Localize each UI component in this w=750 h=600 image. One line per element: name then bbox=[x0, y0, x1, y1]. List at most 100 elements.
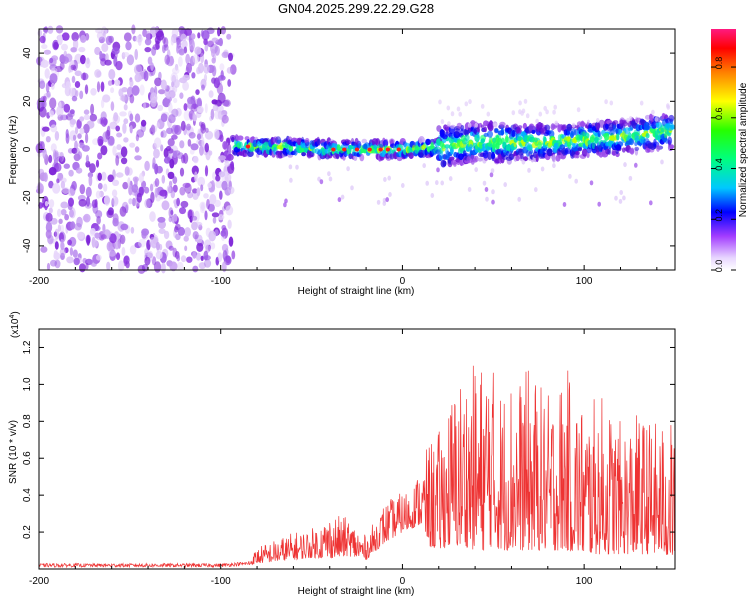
noise-blob bbox=[203, 250, 209, 261]
noise-blob bbox=[175, 233, 181, 241]
signal-blob bbox=[442, 134, 448, 140]
noise-blob bbox=[85, 262, 89, 270]
noise-blob bbox=[134, 146, 140, 153]
noise-blob bbox=[99, 117, 104, 125]
signal-blob bbox=[520, 153, 524, 160]
signal-blob bbox=[247, 150, 254, 157]
noise-blob bbox=[49, 73, 58, 84]
noise-blob bbox=[128, 198, 133, 205]
spectrogram-x-ticks: -200 -100 0 100 bbox=[29, 29, 658, 287]
noise-blob bbox=[176, 261, 184, 271]
noise-blob bbox=[67, 188, 76, 197]
noise-blob bbox=[206, 198, 210, 210]
signal-outlier bbox=[319, 179, 324, 185]
noise-blob bbox=[217, 75, 226, 81]
signal-outlier bbox=[491, 199, 495, 205]
noise-blob bbox=[118, 88, 124, 97]
noise-blob bbox=[186, 62, 192, 74]
signal-peak bbox=[385, 147, 391, 152]
noise-blob bbox=[179, 186, 186, 196]
noise-blob bbox=[50, 67, 58, 74]
noise-blob bbox=[129, 142, 136, 148]
noise-blob bbox=[97, 152, 103, 160]
noise-blob bbox=[40, 59, 49, 68]
signal-blob bbox=[469, 144, 473, 149]
noise-blob bbox=[61, 43, 68, 51]
noise-blob bbox=[119, 206, 127, 217]
signal-outlier bbox=[425, 180, 430, 186]
signal-blob bbox=[239, 141, 243, 149]
noise-blob bbox=[39, 35, 46, 44]
signal-blob bbox=[630, 120, 637, 126]
noise-blob bbox=[160, 113, 168, 122]
noise-blob bbox=[78, 199, 87, 207]
noise-blob bbox=[220, 26, 226, 35]
spectrogram-noise-region bbox=[35, 24, 237, 274]
noise-blob bbox=[38, 168, 45, 176]
signal-blob bbox=[354, 137, 359, 146]
noise-blob bbox=[168, 180, 173, 188]
signal-blob bbox=[421, 144, 426, 150]
noise-blob bbox=[126, 54, 135, 66]
noise-blob bbox=[67, 110, 75, 118]
signal-blob bbox=[669, 144, 675, 150]
noise-blob bbox=[79, 90, 84, 100]
noise-blob bbox=[154, 163, 159, 175]
noise-blob bbox=[127, 177, 131, 189]
noise-blob bbox=[102, 30, 106, 42]
noise-blob bbox=[200, 123, 206, 134]
signal-blob bbox=[643, 122, 650, 130]
spectrogram-x-tick-label: -200 bbox=[29, 276, 49, 287]
noise-blob bbox=[153, 261, 162, 273]
spectrogram-y-tick-label: -40 bbox=[22, 238, 33, 253]
noise-blob bbox=[41, 100, 47, 109]
noise-blob bbox=[74, 81, 81, 88]
noise-blob bbox=[48, 154, 53, 164]
noise-blob bbox=[121, 246, 126, 256]
snr-x-tick-label: 100 bbox=[576, 576, 593, 587]
signal-outlier bbox=[474, 122, 479, 128]
noise-blob bbox=[149, 183, 154, 192]
noise-blob bbox=[113, 112, 119, 122]
noise-blob bbox=[61, 56, 69, 64]
noise-blob bbox=[186, 256, 193, 263]
noise-blob bbox=[196, 242, 204, 252]
signal-outlier bbox=[609, 100, 614, 106]
signal-outlier bbox=[660, 159, 664, 165]
noise-blob bbox=[105, 129, 111, 140]
noise-blob bbox=[140, 119, 147, 127]
noise-blob bbox=[163, 156, 171, 164]
noise-blob bbox=[198, 62, 204, 74]
noise-blob bbox=[179, 207, 186, 215]
noise-blob bbox=[72, 38, 79, 50]
noise-blob bbox=[60, 201, 69, 209]
noise-blob bbox=[211, 57, 216, 64]
noise-blob bbox=[203, 193, 209, 199]
noise-blob bbox=[201, 136, 205, 148]
noise-blob bbox=[192, 188, 198, 194]
noise-blob bbox=[77, 133, 82, 139]
spectrogram-y-ticks: -40 -20 0 20 40 bbox=[22, 47, 675, 253]
noise-blob bbox=[170, 190, 175, 199]
signal-blob bbox=[531, 129, 536, 134]
noise-blob bbox=[179, 140, 185, 149]
noise-blob bbox=[168, 245, 174, 251]
noise-blob bbox=[72, 249, 78, 258]
noise-blob bbox=[129, 125, 133, 134]
noise-blob bbox=[125, 41, 132, 51]
noise-blob bbox=[198, 262, 206, 270]
signal-blob bbox=[459, 160, 463, 167]
noise-blob bbox=[109, 249, 117, 261]
noise-blob bbox=[60, 241, 65, 251]
noise-blob bbox=[211, 65, 217, 77]
snr-xlabel: Height of straight line (km) bbox=[298, 586, 415, 597]
signal-outlier bbox=[484, 187, 489, 192]
noise-blob bbox=[196, 187, 201, 197]
signal-outlier bbox=[376, 199, 381, 205]
noise-blob bbox=[45, 221, 53, 233]
signal-blob bbox=[597, 130, 601, 138]
noise-blob bbox=[211, 99, 218, 105]
chart-title: GN04.2025.299.22.29.G28 bbox=[278, 1, 434, 16]
signal-blob bbox=[564, 147, 572, 155]
noise-blob bbox=[96, 70, 102, 78]
